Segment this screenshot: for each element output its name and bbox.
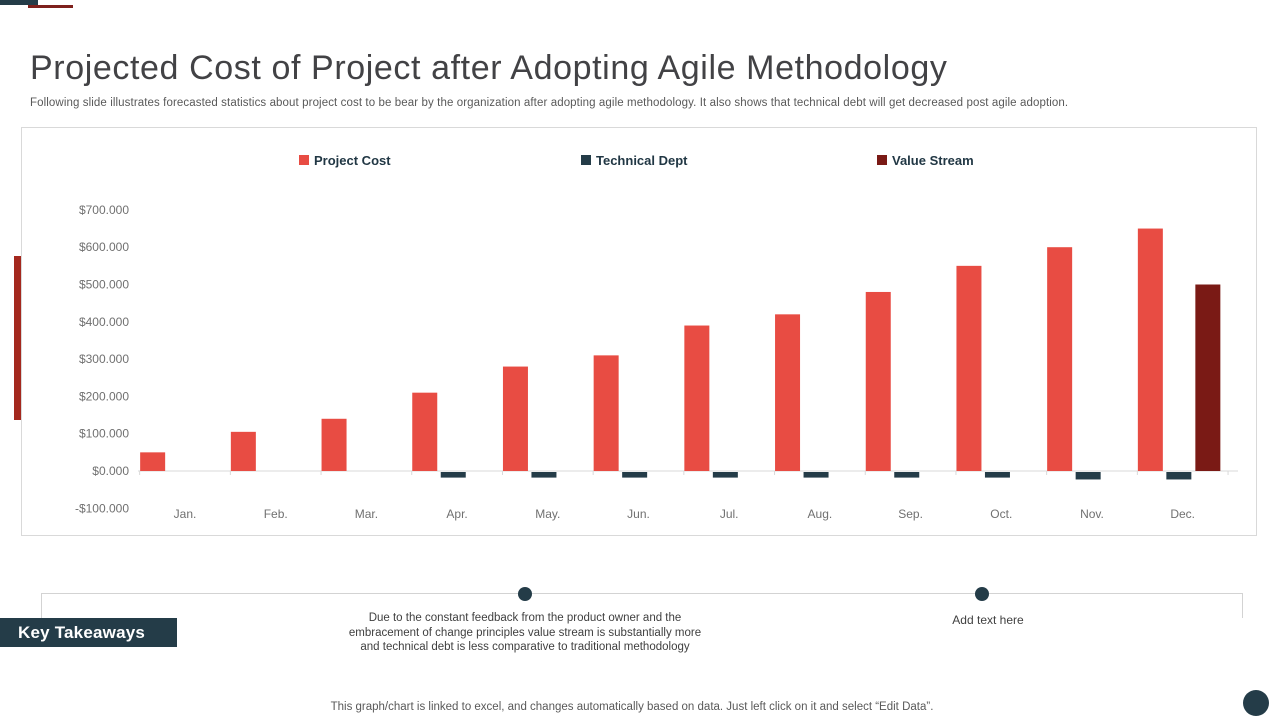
svg-text:$600.000: $600.000 (79, 240, 129, 254)
svg-text:$200.000: $200.000 (79, 389, 129, 403)
timeline-corner-right (1242, 593, 1243, 618)
svg-text:Feb.: Feb. (264, 507, 288, 521)
page-title: Projected Cost of Project after Adopting… (30, 48, 948, 87)
legend-item-technical-dept[interactable]: Technical Dept (581, 152, 688, 168)
footer-note: This graph/chart is linked to excel, and… (330, 701, 934, 713)
chart-canvas[interactable]: $700.000 $600.000 $500.000 $400.000 $300.000… (22, 128, 1256, 535)
chart-panel[interactable]: $700.000 $600.000 $500.000 $400.000 $300.000… (21, 127, 1257, 536)
svg-text:Sep.: Sep. (898, 507, 923, 521)
svg-text:$300.000: $300.000 (79, 352, 129, 366)
legend-swatch-technical-dept (581, 155, 591, 165)
legend-item-value-stream[interactable]: Value Stream (877, 152, 974, 168)
svg-text:Jun.: Jun. (627, 507, 650, 521)
svg-text:$500.000: $500.000 (79, 278, 129, 292)
timeline-dot-2 (975, 587, 989, 601)
svg-text:$700.000: $700.000 (79, 203, 129, 217)
top-left-red-line (28, 5, 73, 8)
svg-text:Jul.: Jul. (720, 507, 739, 521)
legend-label-technical-dept: Technical Dept (596, 152, 688, 168)
top-left-navy-bar (0, 0, 38, 5)
page-subtitle: Following slide illustrates forecasted s… (30, 96, 1069, 109)
key-takeaways-box: Key Takeaways (0, 618, 177, 647)
legend-swatch-project-cost (299, 155, 309, 165)
takeaway-text: Due to the constant feedback from the pr… (348, 612, 702, 653)
svg-text:Aug.: Aug. (808, 507, 833, 521)
timeline-corner-left (41, 593, 42, 618)
left-accent-strip (14, 256, 22, 420)
svg-text:Jan.: Jan. (174, 507, 197, 521)
svg-text:May.: May. (535, 507, 560, 521)
bottom-right-circle (1243, 690, 1269, 716)
svg-text:Oct.: Oct. (990, 507, 1012, 521)
timeline-line (41, 593, 1243, 594)
legend-item-project-cost[interactable]: Project Cost (299, 152, 391, 168)
add-text-placeholder[interactable]: Add text here (952, 613, 1024, 627)
legend-label-value-stream: Value Stream (892, 152, 974, 168)
svg-text:Dec.: Dec. (1170, 507, 1195, 521)
svg-text:Mar.: Mar. (355, 507, 378, 521)
timeline-dot-1 (518, 587, 532, 601)
svg-text:Nov.: Nov. (1080, 507, 1104, 521)
svg-text:$100.000: $100.000 (79, 427, 129, 441)
svg-text:-$100.000: -$100.000 (75, 501, 129, 515)
svg-text:Apr.: Apr. (446, 507, 467, 521)
key-takeaways-label: Key Takeaways (18, 622, 146, 642)
legend-swatch-value-stream (877, 155, 887, 165)
svg-text:$400.000: $400.000 (79, 315, 129, 329)
legend-label-project-cost: Project Cost (314, 152, 391, 168)
svg-text:$0.000: $0.000 (92, 464, 129, 478)
